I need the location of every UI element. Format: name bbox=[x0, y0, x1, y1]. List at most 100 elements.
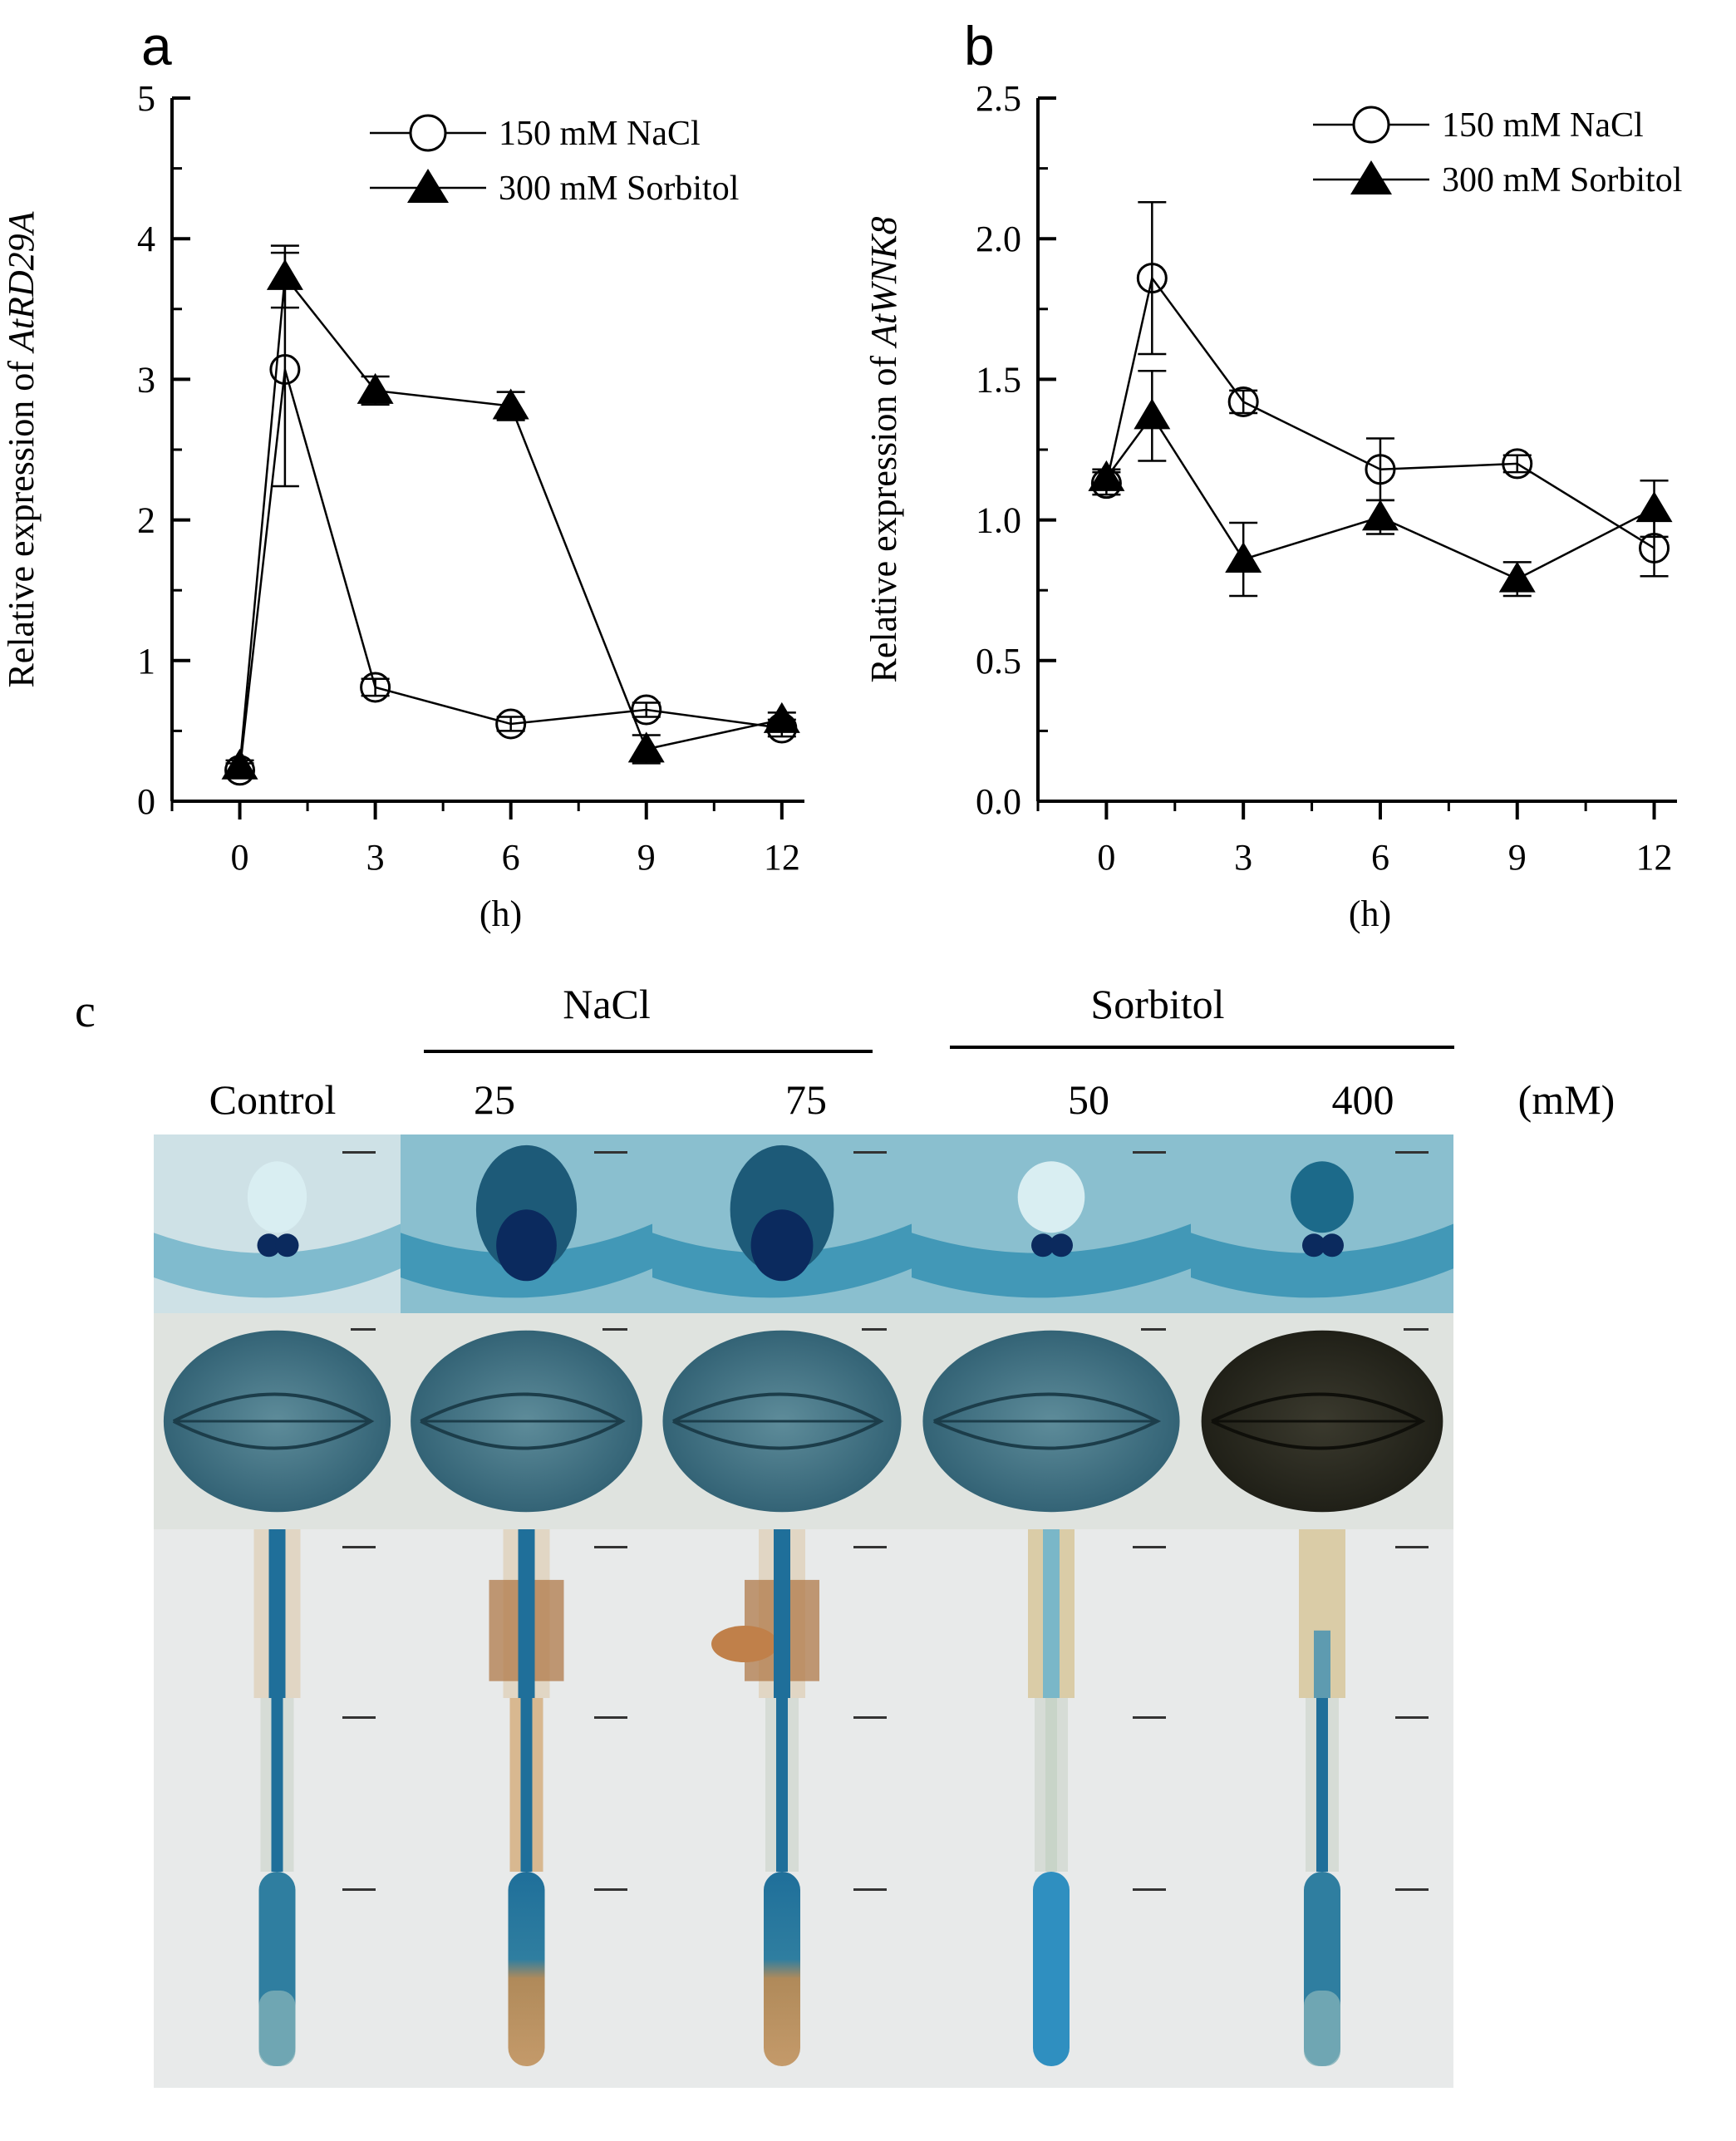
y-axis-label: Relative expression of AtRD29A bbox=[1, 210, 42, 687]
column-label-sorbitol-50: 50 bbox=[1068, 1076, 1109, 1123]
meristem bbox=[257, 1233, 281, 1258]
vascular-stele bbox=[1316, 1698, 1328, 1872]
petiole bbox=[912, 1223, 1191, 1298]
x-axis-label: (h) bbox=[479, 893, 522, 934]
vascular-stele bbox=[520, 1698, 533, 1872]
scale-bar bbox=[1133, 1151, 1166, 1154]
data-point-circle bbox=[495, 708, 527, 740]
column-label-sorbitol-400: 400 bbox=[1332, 1076, 1394, 1123]
x-tick-label: 12 bbox=[764, 837, 800, 878]
legend: 150 mM NaCl 300 mM Sorbitol bbox=[370, 114, 739, 208]
vascular-stele bbox=[774, 1529, 790, 1698]
micrograph-root-tip-sorbitol-400 bbox=[1191, 1872, 1453, 2088]
meristem bbox=[496, 1209, 557, 1282]
scale-bar bbox=[342, 1546, 376, 1548]
scale-bar bbox=[594, 1888, 627, 1891]
series-nacl bbox=[224, 251, 798, 786]
shoot-apex bbox=[247, 1161, 307, 1233]
scale-bar bbox=[342, 1716, 376, 1719]
micrograph-root-tip-nacl-25 bbox=[401, 1872, 652, 2088]
micrograph-root-tip-nacl-75 bbox=[652, 1872, 912, 2088]
petiole bbox=[1191, 1223, 1453, 1298]
column-label-nacl-75: 75 bbox=[785, 1076, 827, 1123]
data-point-triangle bbox=[266, 258, 303, 290]
x-tick-label: 0 bbox=[231, 837, 249, 878]
data-point-circle bbox=[1502, 448, 1533, 480]
y-tick-label: 3 bbox=[137, 359, 155, 400]
y-tick-label: 1.5 bbox=[976, 359, 1021, 400]
meristem bbox=[275, 1233, 299, 1258]
micrograph-cotyledon-sorbitol-400 bbox=[1191, 1313, 1453, 1529]
y-tick-label: 2.5 bbox=[976, 78, 1021, 119]
meristem bbox=[1050, 1233, 1073, 1258]
scale-bar bbox=[602, 1328, 627, 1331]
series-sorbitol bbox=[221, 244, 800, 780]
scale-bar bbox=[594, 1546, 627, 1548]
y-tick-label: 0.0 bbox=[976, 781, 1021, 822]
series-line bbox=[1105, 275, 1655, 549]
vascular-stele bbox=[776, 1698, 788, 1872]
data-point-triangle bbox=[1088, 460, 1125, 491]
data-point-circle bbox=[1227, 386, 1259, 417]
micrograph-hypocotyl-root-junction-nacl-75 bbox=[652, 1529, 912, 1698]
y-tick-label: 5 bbox=[137, 78, 155, 119]
legend-marker-circle bbox=[1352, 106, 1390, 144]
x-tick-label: 12 bbox=[1636, 837, 1673, 878]
data-point-triangle bbox=[1635, 491, 1673, 523]
root-cap bbox=[258, 1991, 296, 2066]
micrograph-shoot-apex-nacl-25 bbox=[401, 1134, 652, 1313]
scale-bar bbox=[1141, 1328, 1166, 1331]
micrograph-hypocotyl-root-junction-nacl-25 bbox=[401, 1529, 652, 1698]
panel-c: c NaCl Sorbitol Control 25 75 50 400 (mM… bbox=[75, 981, 1615, 2088]
vascular-stele bbox=[271, 1698, 283, 1872]
meristem bbox=[750, 1209, 814, 1282]
micrograph-cotyledon-sorbitol-50 bbox=[912, 1313, 1191, 1529]
data-point-triangle bbox=[1134, 398, 1171, 430]
micrograph-root-mid-sorbitol-400 bbox=[1191, 1698, 1453, 1872]
data-point-circle bbox=[1365, 454, 1396, 485]
data-point-triangle bbox=[1225, 541, 1262, 573]
micrograph-cotyledon-control bbox=[154, 1313, 401, 1529]
x-tick-label: 9 bbox=[1508, 837, 1527, 878]
scale-bar bbox=[862, 1328, 887, 1331]
y-tick-label: 1 bbox=[137, 641, 155, 682]
y-axis-label: Relative expression of AtWNK8 bbox=[863, 217, 904, 683]
column-label-control: Control bbox=[209, 1076, 337, 1123]
meristem bbox=[1320, 1233, 1344, 1258]
scale-bar bbox=[1395, 1546, 1429, 1548]
data-point-circle bbox=[269, 354, 301, 386]
unit-label: (mM) bbox=[1518, 1076, 1616, 1123]
micrograph-hypocotyl-root-junction-sorbitol-50 bbox=[912, 1529, 1191, 1698]
column-label-nacl-25: 25 bbox=[474, 1076, 515, 1123]
scale-bar bbox=[853, 1151, 887, 1154]
scale-bar bbox=[1133, 1546, 1166, 1548]
scale-bar bbox=[1133, 1716, 1166, 1719]
root-tip bbox=[1033, 1872, 1070, 2066]
data-point-circle bbox=[631, 694, 662, 726]
data-point-triangle bbox=[763, 701, 800, 733]
series-line bbox=[239, 369, 782, 770]
group-label-nacl: NaCl bbox=[563, 981, 651, 1027]
x-tick-label: 3 bbox=[1234, 837, 1252, 878]
lateral-root bbox=[711, 1626, 778, 1663]
x-tick-label: 6 bbox=[1371, 837, 1389, 878]
y-tick-label: 0.5 bbox=[976, 641, 1021, 682]
series-line bbox=[239, 273, 783, 766]
panel-b: b 0.0 0.5 1.0 1.5 2.0 2.5 0 3 6 9 12 (h) Relative ex… bbox=[863, 15, 1682, 934]
scale-bar bbox=[1395, 1151, 1429, 1154]
group-label-sorbitol: Sorbitol bbox=[1090, 981, 1224, 1027]
y-tick-label: 2 bbox=[137, 500, 155, 541]
y-tick-label: 4 bbox=[137, 219, 155, 259]
y-tick-label: 2.0 bbox=[976, 219, 1021, 259]
meristem bbox=[1302, 1233, 1325, 1258]
scale-bar bbox=[351, 1328, 376, 1331]
legend-label: 150 mM NaCl bbox=[499, 115, 701, 153]
root-tip bbox=[764, 1872, 800, 2066]
panel-label-c: c bbox=[75, 986, 96, 1037]
data-point-triangle bbox=[627, 731, 665, 763]
scale-bar bbox=[1395, 1888, 1429, 1891]
data-point-triangle bbox=[1498, 561, 1536, 593]
